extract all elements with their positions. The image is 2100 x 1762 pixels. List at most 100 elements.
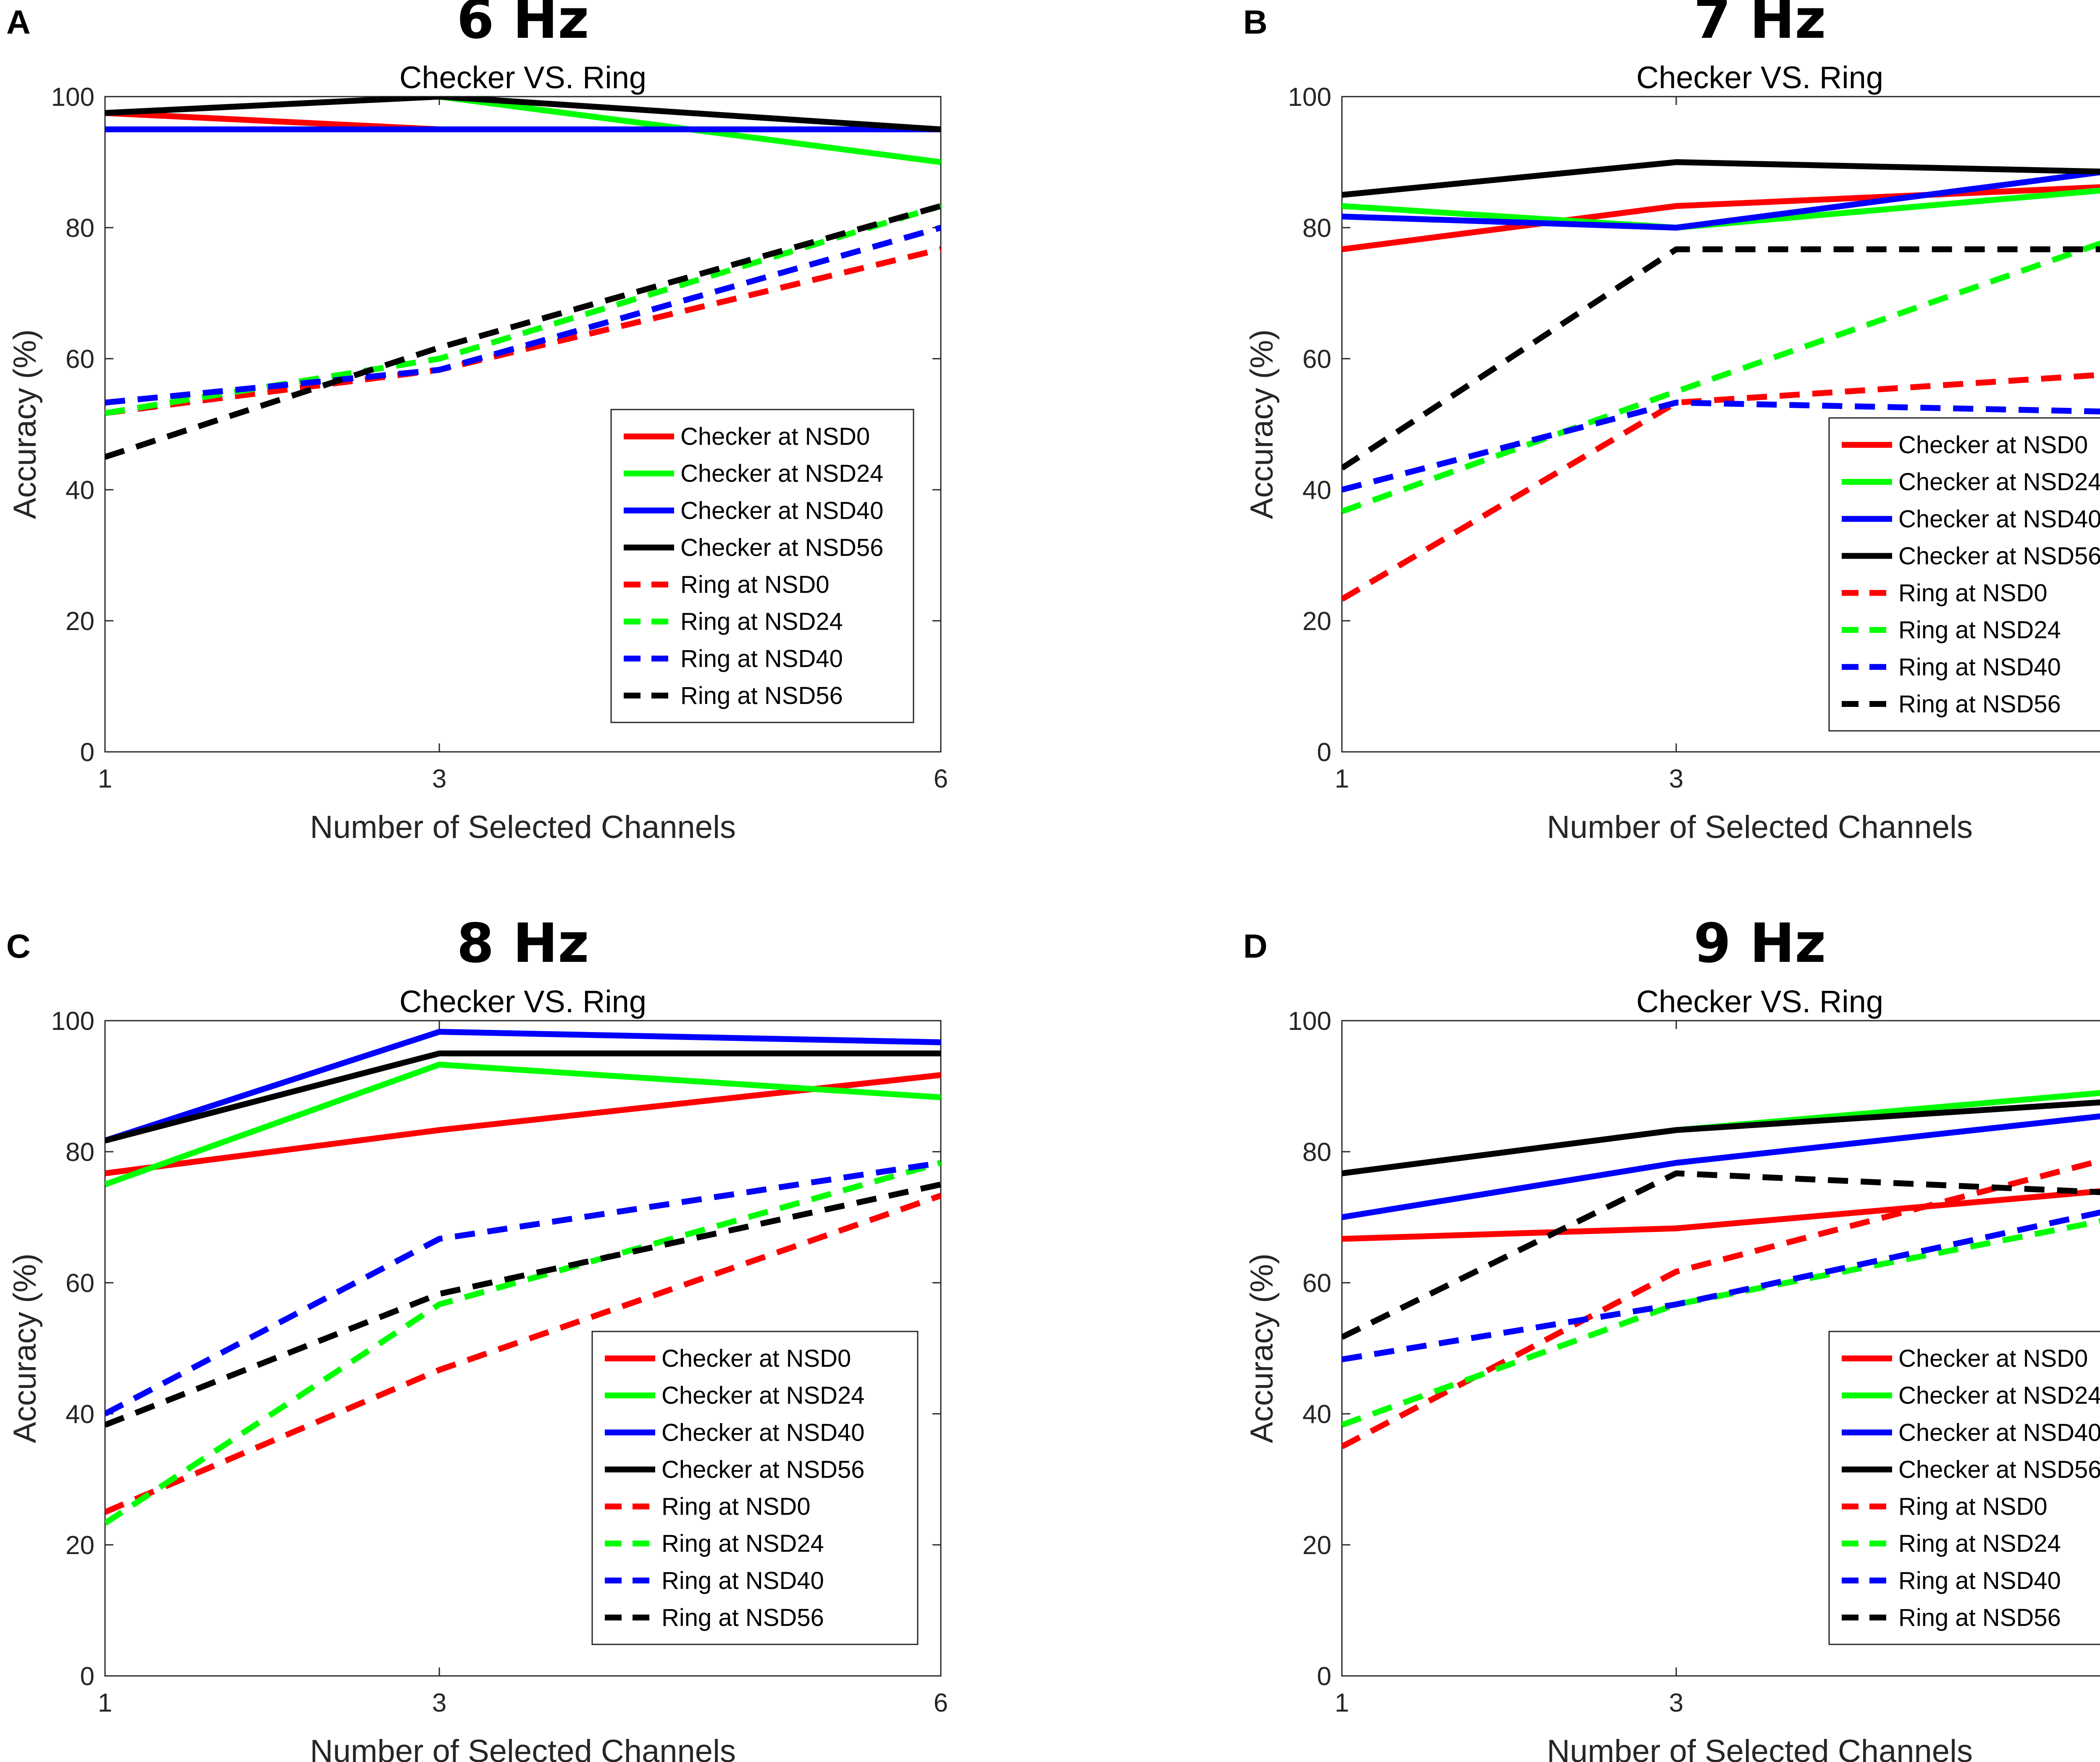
y-tick-label: 60 (1302, 345, 1331, 374)
legend-entry-label: Checker at NSD24 (662, 1382, 865, 1409)
series-group (1342, 1090, 2100, 1450)
y-tick-label: 100 (51, 83, 94, 112)
y-tick-label: 40 (66, 1400, 94, 1429)
legend-entry-label: Ring at NSD0 (1898, 580, 2048, 607)
series-line-checker-at-nsd40 (1342, 1113, 2100, 1220)
y-axis-label: Accuracy (%) (7, 1253, 43, 1443)
series-line-ring-at-nsd24 (1342, 1218, 2100, 1428)
y-tick-label: 20 (1302, 1531, 1331, 1560)
legend-entry-label: Checker at NSD56 (680, 534, 884, 561)
series-line-ring-at-nsd40 (105, 225, 941, 406)
legend-entry-label: Ring at NSD24 (662, 1530, 824, 1557)
y-tick-label: 0 (1317, 738, 1331, 767)
series-line-checker-at-nsd0 (1342, 1188, 2100, 1242)
y-tick-label: 80 (66, 1138, 94, 1167)
legend-entry-label: Checker at NSD40 (680, 497, 884, 524)
y-tick-label: 40 (1302, 1400, 1331, 1429)
chart-subtitle: Checker VS. Ring (1636, 60, 1883, 95)
chart-subtitle: Checker VS. Ring (399, 984, 646, 1019)
x-axis-label: Number of Selected Channels (1547, 1733, 1973, 1762)
legend-entry-label: Checker at NSD24 (680, 460, 884, 487)
legend-entry-label: Checker at NSD0 (1898, 1345, 2088, 1372)
y-tick-label: 0 (80, 1662, 94, 1691)
series-line-checker-at-nsd40 (105, 1029, 941, 1144)
legend-entry-label: Ring at NSD56 (662, 1604, 824, 1631)
series-line-ring-at-nsd0 (1342, 1158, 2100, 1450)
chart-title: 7 Hz (1693, 0, 1826, 51)
legend-entry-label: Ring at NSD56 (1898, 1604, 2061, 1631)
legend: Checker at NSD0 Checker at NSD24 Checker a… (591, 1331, 919, 1645)
x-tick-label: 1 (98, 1688, 112, 1717)
chart-panel-a: A 6 Hz Checker VS. Ring 0 20 40 60 80 100 1 3 6 Numb… (6, 0, 948, 845)
y-tick-label: 60 (66, 1269, 94, 1298)
y-tick-label: 100 (1288, 1007, 1331, 1036)
y-tick-label: 20 (1302, 607, 1331, 636)
y-tick-label: 20 (66, 607, 94, 636)
legend-entry-label: Ring at NSD24 (1898, 1530, 2061, 1557)
y-tick-label: 80 (66, 214, 94, 243)
chart-subtitle: Checker VS. Ring (399, 60, 646, 95)
legend-entry-label: Checker at NSD0 (662, 1345, 851, 1372)
series-line-checker-at-nsd56 (105, 97, 941, 132)
y-tick-label: 20 (66, 1531, 94, 1560)
legend: Checker at NSD0 Checker at NSD24 Checker a… (610, 409, 914, 723)
y-axis-label: Accuracy (%) (1244, 1253, 1280, 1443)
y-tick-label: 40 (1302, 476, 1331, 505)
x-tick-label: 3 (1669, 764, 1683, 793)
series-line-checker-at-nsd0 (1342, 184, 2100, 252)
legend: Checker at NSD0 Checker at NSD24 Checker a… (1828, 417, 2100, 732)
legend: Checker at NSD0 Checker at NSD24 Checker a… (1828, 1331, 2100, 1645)
series-line-ring-at-nsd0 (105, 1192, 941, 1515)
series-line-ring-at-nsd56 (1342, 246, 2100, 471)
chart-title: 8 Hz (457, 912, 589, 975)
y-tick-label: 0 (1317, 1662, 1331, 1691)
panel-label: D (1243, 927, 1268, 965)
panel-label: C (6, 927, 31, 965)
y-tick-label: 100 (1288, 83, 1331, 112)
legend-entry-label: Checker at NSD56 (662, 1456, 865, 1483)
series-line-checker-at-nsd40 (1342, 169, 2100, 231)
legend-box (1828, 1331, 2100, 1645)
legend-entry-label: Ring at NSD56 (1898, 691, 2061, 718)
panel-label: A (6, 3, 31, 41)
legend-entry-label: Checker at NSD0 (1898, 431, 2088, 459)
legend-entry-label: Ring at NSD40 (1898, 1567, 2061, 1594)
y-tick-label: 60 (66, 345, 94, 374)
y-tick-label: 80 (1302, 214, 1331, 243)
legend-entry-label: Checker at NSD40 (1898, 505, 2100, 533)
legend-entry-label: Ring at NSD56 (680, 682, 843, 709)
panel-label: B (1243, 3, 1268, 41)
series-line-ring-at-nsd56 (105, 203, 941, 460)
series-line-ring-at-nsd56 (1342, 1170, 2100, 1340)
y-tick-label: 100 (51, 1007, 94, 1036)
legend-box (1828, 417, 2100, 732)
x-tick-label: 3 (1669, 1688, 1683, 1717)
chart-subtitle: Checker VS. Ring (1636, 984, 1883, 1019)
x-tick-label: 1 (98, 764, 112, 793)
x-tick-label: 1 (1335, 764, 1349, 793)
chart-title: 9 Hz (1693, 912, 1826, 975)
legend-entry-label: Checker at NSD56 (1898, 542, 2100, 570)
series-line-ring-at-nsd40 (1342, 399, 2100, 493)
legend-entry-label: Checker at NSD40 (1898, 1419, 2100, 1446)
legend-box (610, 409, 914, 723)
series-line-ring-at-nsd24 (105, 203, 941, 416)
legend-entry-label: Checker at NSD0 (680, 423, 870, 450)
x-tick-label: 1 (1335, 1688, 1349, 1717)
x-tick-label: 3 (432, 1688, 446, 1717)
series-line-ring-at-nsd0 (1342, 372, 2100, 602)
y-axis-label: Accuracy (%) (7, 329, 43, 519)
legend-entry-label: Ring at NSD24 (680, 608, 843, 635)
legend-entry-label: Checker at NSD56 (1898, 1456, 2100, 1483)
y-tick-label: 80 (1302, 1138, 1331, 1167)
series-line-checker-at-nsd56 (105, 1050, 941, 1144)
x-axis-label: Number of Selected Channels (1547, 809, 1973, 845)
y-tick-label: 40 (66, 476, 94, 505)
series-line-ring-at-nsd56 (105, 1182, 941, 1428)
x-axis-label: Number of Selected Channels (310, 809, 736, 845)
series-line-ring-at-nsd40 (1342, 1209, 2100, 1363)
y-axis-label: Accuracy (%) (1244, 329, 1280, 519)
